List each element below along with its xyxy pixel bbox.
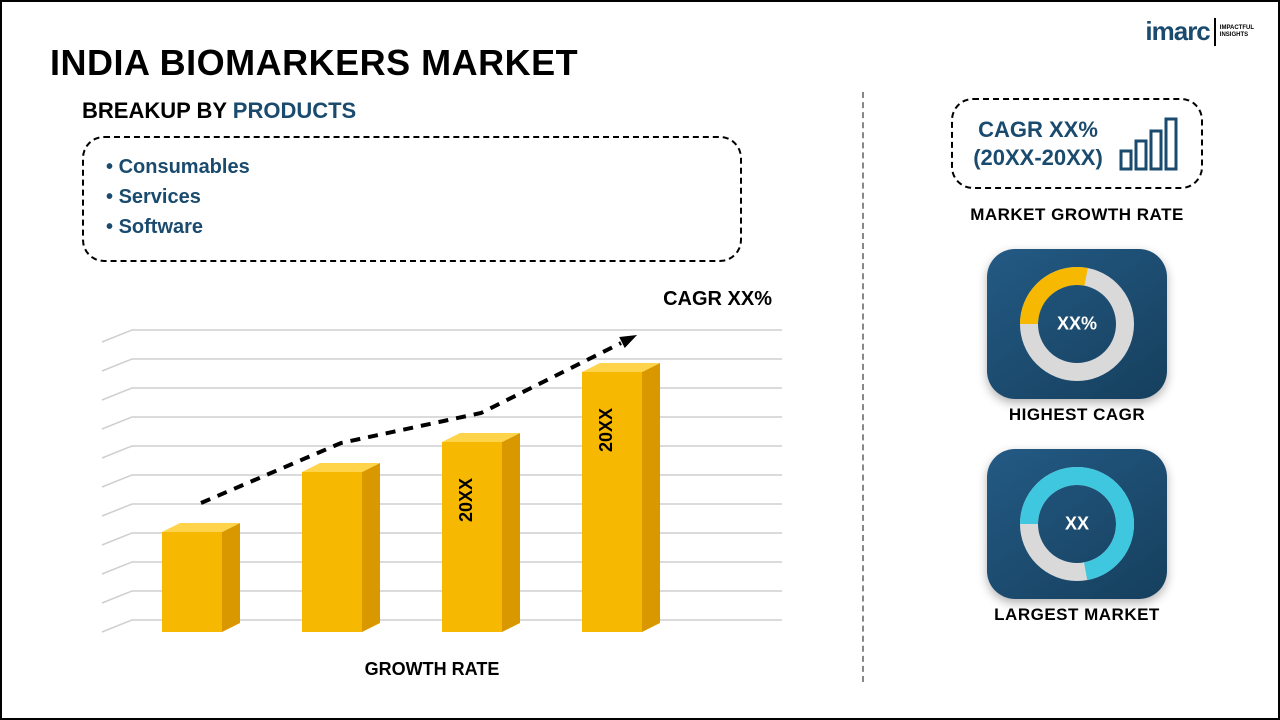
list-item: Consumables: [106, 152, 718, 182]
list-item: Services: [106, 182, 718, 212]
vertical-divider: [862, 92, 864, 682]
chart-xlabel: GROWTH RATE: [62, 659, 802, 680]
right-column: CAGR XX%(20XX-20XX) MARKET GROWTH RATE X…: [902, 98, 1252, 649]
cagr-box: CAGR XX%(20XX-20XX): [951, 98, 1203, 189]
page-title: INDIA BIOMARKERS MARKET: [50, 42, 578, 84]
breakup-heading: BREAKUP BY PRODUCTS: [82, 98, 742, 124]
brand-logo: imarc IMPACTFULINSIGHTS: [1145, 16, 1254, 47]
svg-text:20XX: 20XX: [596, 408, 616, 452]
svg-text:20XX: 20XX: [456, 478, 476, 522]
bar-growth-icon: [1117, 117, 1181, 171]
label-highest-cagr: HIGHEST CAGR: [1009, 405, 1145, 425]
donut-value-2: XX: [1065, 514, 1089, 535]
breakup-list: Consumables Services Software: [106, 152, 718, 242]
cagr-box-text: CAGR XX%(20XX-20XX): [973, 116, 1103, 171]
breakup-box: Consumables Services Software: [82, 136, 742, 262]
logo-text: imarc: [1145, 16, 1209, 47]
logo-tagline: IMPACTFULINSIGHTS: [1220, 25, 1254, 38]
list-item: Software: [106, 212, 718, 242]
breakup-prefix: BREAKUP BY: [82, 98, 233, 123]
largest-market-card: XX: [987, 449, 1167, 599]
breakup-accent: PRODUCTS: [233, 98, 356, 123]
growth-chart: CAGR XX% 20XX20XX GROWTH RATE: [62, 302, 802, 682]
donut-value-1: XX%: [1057, 314, 1097, 335]
label-market-growth: MARKET GROWTH RATE: [970, 205, 1184, 225]
highest-cagr-card: XX%: [987, 249, 1167, 399]
logo-separator: [1214, 18, 1216, 46]
breakup-section: BREAKUP BY PRODUCTS Consumables Services…: [82, 98, 742, 262]
label-largest-market: LARGEST MARKET: [994, 605, 1160, 625]
bar-chart-svg: 20XX 20XX: [62, 302, 802, 647]
chart-cagr-label: CAGR XX%: [663, 288, 772, 311]
